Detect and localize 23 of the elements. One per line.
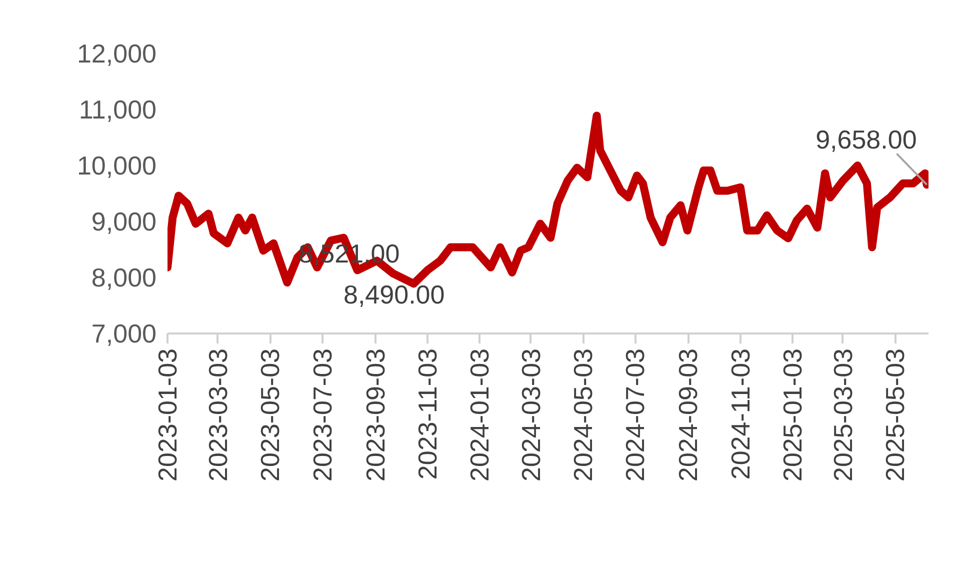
x-tick-label: 2023-09-03 [360,348,390,482]
x-tick-label: 2023-11-03 [412,348,442,480]
y-tick-label: 12,000 [76,38,157,68]
x-tick-label: 2024-03-03 [516,348,546,482]
x-tick-label: 2024-07-03 [620,348,650,482]
x-tick-label: 2024-11-03 [725,348,756,480]
x-tick-label: 2025-03-03 [828,348,858,482]
x-tick-label: 2024-09-03 [673,348,704,482]
x-tick-label: 2025-05-03 [880,348,910,482]
x-tick-label: 2023-03-03 [202,348,233,482]
x-tick-label: 2023-07-03 [307,348,338,482]
y-tick-label: 8,000 [91,262,157,292]
x-tick-label: 2023-05-03 [255,348,286,482]
annotation: 9,658.00 [816,124,917,155]
x-tick-label: 2023-01-03 [152,348,182,482]
y-tick-label: 11,000 [78,94,156,124]
y-tick-label: 9,000 [91,206,157,236]
annotation: 8,490.00 [344,280,445,310]
x-tick-label: 2024-05-03 [568,348,598,482]
y-tick-label: 10,000 [76,150,157,180]
x-tick-label: 2024-01-03 [464,348,495,482]
y-tick-label: 7,000 [91,318,157,348]
x-tick-label: 2025-01-03 [778,348,808,482]
